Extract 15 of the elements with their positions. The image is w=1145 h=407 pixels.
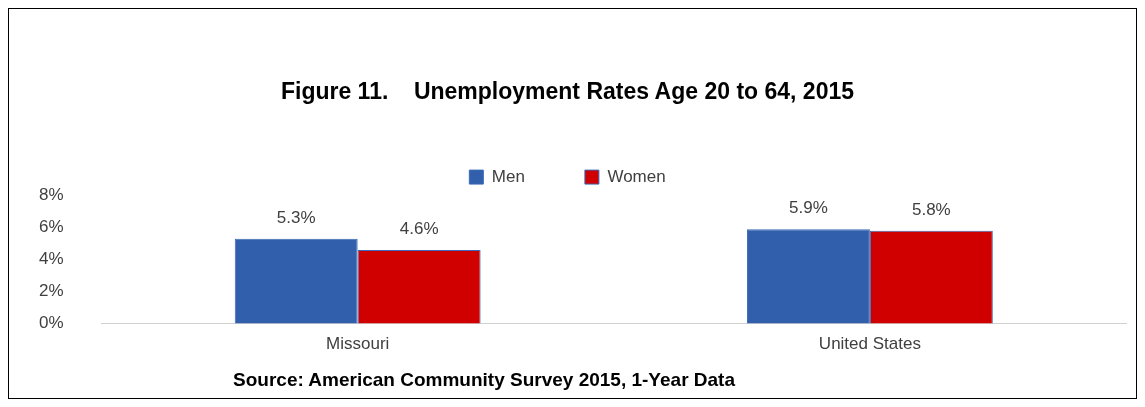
data-label: 5.9% [789,198,828,218]
x-tick-label: Missouri [326,334,390,354]
legend-label: Men [491,166,525,186]
y-tick-label: 8% [38,185,64,205]
source-note: Source: American Community Survey 2015, 1-Year Data [233,369,736,390]
data-label: 5.8% [911,199,951,219]
x-tick-label: United States [818,334,921,354]
chart-title: Figure 11. Unemployment Rates Age 20 to 64, 2015 [280,78,855,105]
data-label: 4.6% [399,219,439,239]
legend-label: Women [607,166,666,186]
y-tick-label: 4% [38,249,64,269]
y-tick-label: 6% [38,217,64,237]
y-tick-label: 2% [38,281,64,301]
y-tick-label: 0% [38,313,64,333]
data-label: 5.3% [276,207,316,227]
